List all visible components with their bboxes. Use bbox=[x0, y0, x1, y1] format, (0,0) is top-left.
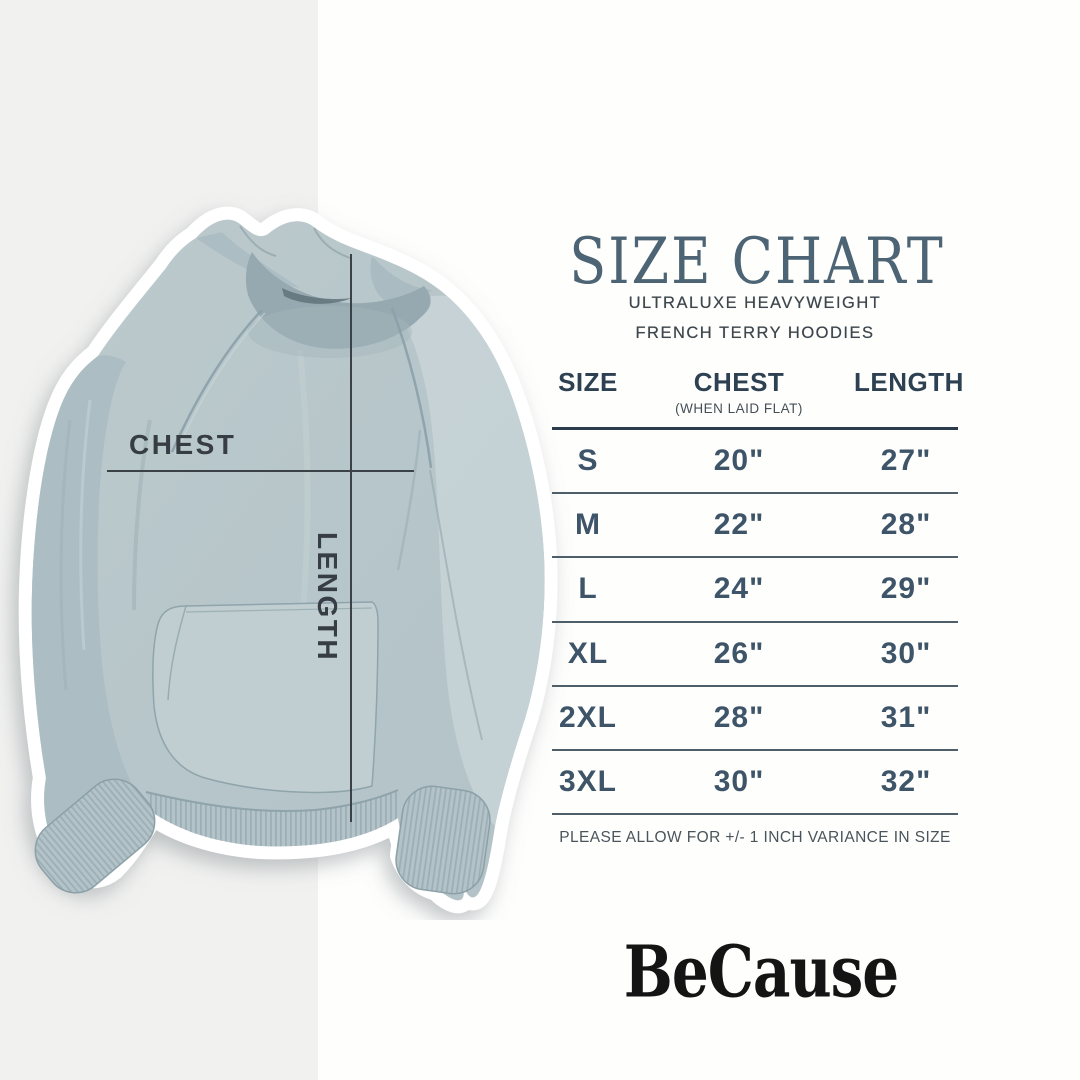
column-header-chest: CHEST bbox=[693, 367, 785, 397]
chest-measure-line bbox=[107, 470, 414, 472]
size-variance-footnote: PLEASE ALLOW FOR +/- 1 INCH VARIANCE IN … bbox=[559, 829, 951, 846]
cell-size: L bbox=[578, 572, 598, 606]
cell-chest: 20" bbox=[713, 444, 765, 478]
cell-chest: 22" bbox=[713, 508, 765, 542]
cell-length: 31" bbox=[880, 700, 932, 734]
table-row: L 24" 29" bbox=[552, 558, 958, 623]
table-row: 2XL 28" 31" bbox=[552, 687, 958, 751]
cell-chest: 26" bbox=[713, 636, 765, 670]
size-table-rows: S 20" 27" M 22" 28" L 24" 29" XL 26" 30" 2XL 28" 31" 3X… bbox=[552, 430, 958, 816]
hoodie-image bbox=[18, 206, 558, 914]
cell-size: M bbox=[575, 508, 601, 542]
length-measure-line bbox=[350, 254, 352, 822]
cell-size: 2XL bbox=[558, 700, 618, 734]
cell-length: 30" bbox=[880, 636, 932, 670]
cell-length: 29" bbox=[880, 572, 932, 606]
cell-length: 27" bbox=[880, 444, 932, 478]
cell-size: 3XL bbox=[558, 765, 618, 799]
table-row: 3XL 30" 32" bbox=[552, 751, 958, 816]
size-table-header: SIZE CHEST LENGTH bbox=[552, 367, 964, 398]
length-measure-label: LENGTH bbox=[312, 531, 343, 663]
cell-size: S bbox=[577, 444, 599, 478]
cell-length: 32" bbox=[880, 765, 932, 799]
cell-chest: 28" bbox=[713, 700, 765, 734]
cell-chest: 24" bbox=[713, 572, 765, 606]
chest-measure-label: CHEST bbox=[129, 429, 237, 460]
cell-size: XL bbox=[567, 636, 609, 670]
chest-column-subnote: (WHEN LAID FLAT) bbox=[675, 401, 803, 416]
column-header-length: LENGTH bbox=[854, 367, 964, 397]
page-title: SIZE CHART bbox=[569, 224, 945, 299]
table-row: M 22" 28" bbox=[552, 494, 958, 559]
brand-logo: BeCause bbox=[623, 930, 899, 1014]
subtitle-line1: ULTRALUXE HEAVYWEIGHT bbox=[628, 294, 882, 312]
subtitle-line2: FRENCH TERRY HOODIES bbox=[635, 324, 875, 342]
table-top-rule bbox=[552, 427, 958, 430]
column-header-size: SIZE bbox=[558, 367, 618, 397]
cell-chest: 30" bbox=[713, 765, 765, 799]
cell-length: 28" bbox=[880, 508, 932, 542]
table-row: S 20" 27" bbox=[552, 430, 958, 495]
table-row: XL 26" 30" bbox=[552, 623, 958, 687]
